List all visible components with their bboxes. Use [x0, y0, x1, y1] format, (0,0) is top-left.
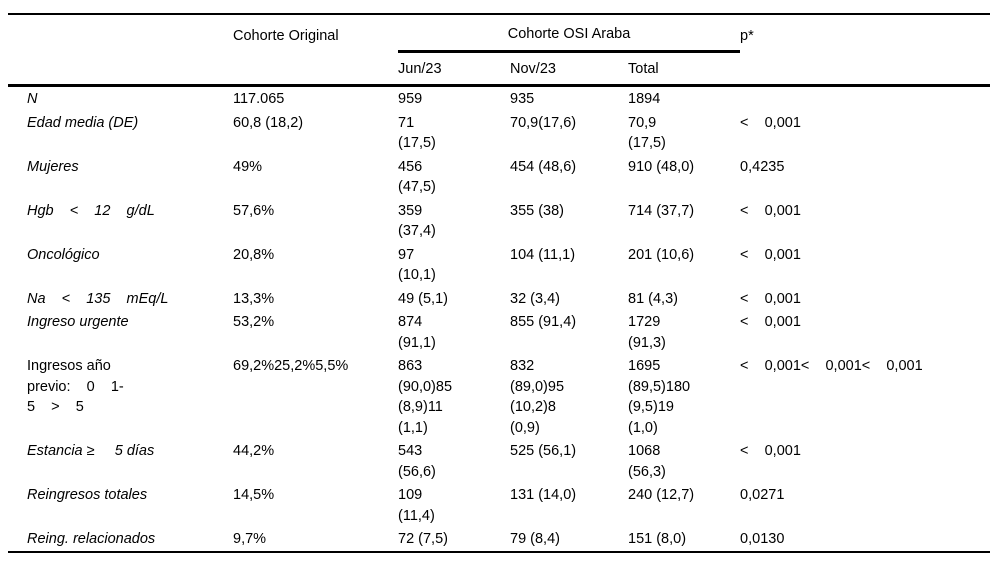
row-label: Mujeres [27, 158, 79, 175]
cell-cohorte-original: 117.065 [233, 91, 285, 107]
row-label: Reing. relacionados [8, 527, 233, 553]
cohort-comparison-table: Cohorte Original Cohorte OSI Araba p* Ju… [8, 13, 991, 553]
header-group-cohorte-osi-araba: Cohorte OSI Araba [398, 13, 741, 53]
table-header: Cohorte Original Cohorte OSI Araba p* Ju… [8, 13, 991, 87]
row-label: N [27, 91, 38, 107]
cell-jun23: 109 (11,4) [398, 487, 435, 524]
header-col-cohorte-original: Cohorte Original [233, 13, 398, 51]
cell-cohorte-original: 57,6% [233, 202, 275, 219]
row-label: Ingreso urgente [27, 314, 129, 330]
header-spacer [8, 51, 233, 87]
row-label: Ingresos año previo: 0 1- 5 > 5 [27, 358, 124, 415]
row-label: Hgb < 12 g/dL [27, 202, 155, 219]
cell-p-value: < 0,001 [740, 246, 801, 263]
table-row: N 117.065 959 935 1894 [8, 86, 990, 111]
cell-nov23: 104 (11,1) [510, 246, 576, 263]
cell-total: 714 (37,7) [628, 202, 695, 219]
table-row: Estancia ≥ 5 días 44,2% 543 (56,6) 525 (56,… [8, 439, 990, 483]
cell-p-value: < 0,001< 0,001< 0,001 [740, 358, 923, 374]
cell-jun23: 49 (5,1) [398, 290, 448, 307]
cell-cohorte-original: 53,2% [233, 314, 275, 330]
cell-nov23: 70,9(17,6) [510, 114, 577, 131]
cell-cohorte-original: 13,3% [233, 290, 275, 307]
table-row: Ingresos año previo: 0 1- 5 > 5 69,2%25,2… [8, 354, 990, 439]
cell-nov23: 79 (8,4) [510, 527, 628, 553]
table-row: Na < 135 mEq/L 13,3% 49 (5,1) 32 (3,4) 81 (4… [8, 287, 990, 311]
header-row-groups: Cohorte Original Cohorte OSI Araba p* [8, 13, 991, 53]
cell-nov23: 454 (48,6) [510, 158, 577, 175]
cell-cohorte-original: 20,8% [233, 246, 275, 263]
row-label: Na < 135 mEq/L [27, 290, 169, 307]
cell-jun23: 456 (47,5) [398, 158, 436, 196]
cell-p-value: 0,0271 [740, 487, 785, 503]
cell-cohorte-original: 69,2%25,2%5,5% [233, 358, 349, 374]
paper-table-wrapper: Cohorte Original Cohorte OSI Araba p* Ju… [8, 13, 991, 553]
header-row-subcolumns: Jun/23 Nov/23 Total [8, 51, 991, 87]
header-col-p-value: p* [740, 13, 991, 51]
cell-total: 910 (48,0) [628, 158, 695, 175]
cell-nov23: 832 (89,0)95 (10,2)8 (0,9) [510, 358, 565, 436]
cell-nov23: 355 (38) [510, 202, 565, 219]
cell-p-value: < 0,001 [740, 114, 801, 131]
table-row: Reing. relacionados 9,7% 72 (7,5) 79 (8,4) 1… [8, 527, 991, 553]
header-subcol-jun23: Jun/23 [398, 51, 510, 87]
cell-total: 70,9 (17,5) [628, 114, 666, 152]
cell-nov23: 32 (3,4) [510, 290, 560, 307]
cell-jun23: 97 (10,1) [398, 246, 436, 284]
table-row: Hgb < 12 g/dL 57,6% 359 (37,4) 355 (38) 714 … [8, 199, 990, 243]
header-subcol-total: Total [628, 51, 741, 87]
cell-total: 81 (4,3) [628, 290, 678, 307]
table-row: Mujeres 49% 456 (47,5) 454 (48,6) 910 (48,0)… [8, 155, 990, 199]
cell-total: 1894 [628, 91, 661, 107]
cell-nov23: 131 (14,0) [510, 487, 577, 503]
header-spacer [233, 51, 398, 87]
cell-p-value: 0,0130 [740, 527, 991, 553]
cell-jun23: 874 (91,1) [398, 314, 436, 351]
cell-jun23: 863 (90,0)85 (8,9)11 (1,1) [398, 358, 453, 436]
row-label: Reingresos totales [27, 487, 148, 503]
cell-nov23: 855 (91,4) [510, 314, 577, 330]
table-row: Oncológico 20,8% 97 (10,1) 104 (11,1) 201 (1… [8, 243, 990, 287]
cell-jun23: 72 (7,5) [398, 527, 510, 553]
cell-cohorte-original: 9,7% [233, 527, 398, 553]
header-spacer [740, 51, 991, 87]
cell-jun23: 959 [398, 91, 423, 107]
header-spacer [8, 13, 233, 51]
cell-cohorte-original: 49% [233, 158, 263, 175]
cell-total: 1068 (56,3) [628, 443, 666, 480]
cell-cohorte-original: 14,5% [233, 487, 275, 503]
cell-jun23: 359 (37,4) [398, 202, 436, 240]
cell-total: 1729 (91,3) [628, 314, 666, 351]
cell-jun23: 71 (17,5) [398, 114, 436, 152]
cell-p-value: < 0,001 [740, 314, 801, 330]
table-row: Reingresos totales 14,5% 109 (11,4) 131 (14… [8, 483, 990, 527]
cell-total: 240 (12,7) [628, 487, 695, 503]
cell-p-value: < 0,001 [740, 290, 801, 307]
cell-total: 201 (10,6) [628, 246, 695, 263]
cell-jun23: 543 (56,6) [398, 443, 436, 480]
table-row: Ingreso urgente 53,2% 874 (91,1) 855 (91,4)… [8, 310, 990, 354]
cell-p-value: 0,4235 [740, 158, 785, 175]
header-subcol-nov23: Nov/23 [510, 51, 628, 87]
cell-total: 151 (8,0) [628, 527, 741, 553]
cell-p-value: < 0,001 [740, 443, 801, 459]
cell-p-value [740, 86, 990, 111]
row-label: Estancia ≥ 5 días [27, 443, 155, 459]
row-label: Edad media (DE) [27, 114, 139, 131]
cell-p-value: < 0,001 [740, 202, 801, 219]
row-label: Oncológico [27, 246, 100, 263]
cell-cohorte-original: 44,2% [233, 443, 275, 459]
table-body: N 117.065 959 935 1894 Edad media (DE) 60,8 (1… [8, 86, 991, 553]
cell-total: 1695 (89,5)180 (9,5)19 (1,0) [628, 358, 691, 436]
cell-cohorte-original: 60,8 (18,2) [233, 114, 304, 131]
table-row: Edad media (DE) 60,8 (18,2) 71 (17,5) 70,9(… [8, 111, 990, 155]
cell-nov23: 935 [510, 91, 535, 107]
cell-nov23: 525 (56,1) [510, 443, 577, 459]
